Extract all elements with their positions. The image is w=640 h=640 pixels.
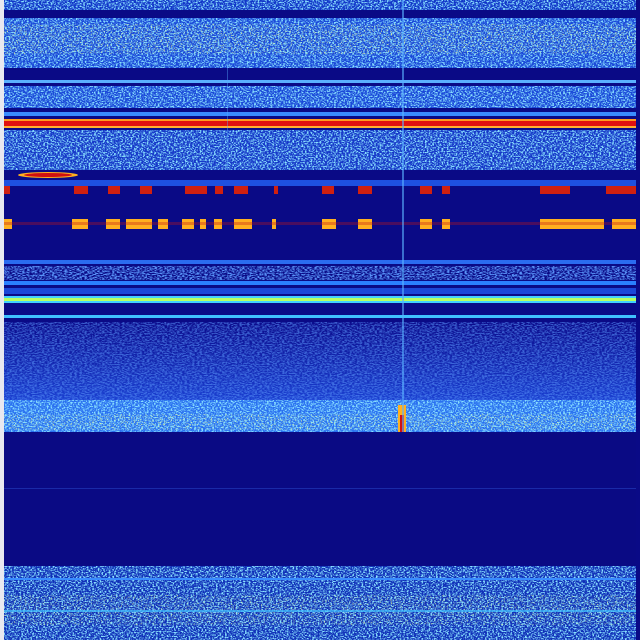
line <box>4 578 636 580</box>
left-edge <box>0 0 4 640</box>
burst <box>74 186 88 194</box>
line <box>4 315 636 318</box>
burst <box>606 186 636 194</box>
noise <box>4 130 636 170</box>
burst <box>322 219 336 229</box>
bursts <box>4 219 636 229</box>
noise <box>4 0 636 10</box>
burst <box>214 219 222 229</box>
burst <box>612 219 636 229</box>
burst <box>442 186 450 194</box>
burst <box>140 186 152 194</box>
line <box>4 260 636 264</box>
line <box>4 119 636 121</box>
noise <box>4 322 636 400</box>
burst <box>200 219 206 229</box>
burst <box>322 186 334 194</box>
burst <box>158 219 168 229</box>
burst <box>274 186 278 194</box>
noise <box>4 24 636 54</box>
noise <box>4 414 636 430</box>
burst <box>185 186 207 194</box>
noise <box>4 86 636 108</box>
line <box>4 126 636 128</box>
blob <box>24 173 72 177</box>
line <box>4 112 636 116</box>
line <box>4 222 636 225</box>
line <box>4 288 636 294</box>
burst <box>215 186 223 194</box>
burst <box>4 186 10 194</box>
line <box>4 180 636 186</box>
burst <box>442 219 450 229</box>
bursts <box>4 186 636 194</box>
line <box>4 610 636 612</box>
line <box>4 80 636 83</box>
line <box>4 281 636 285</box>
burst <box>234 186 248 194</box>
burst <box>540 219 604 229</box>
burst <box>72 219 88 229</box>
noise <box>4 266 636 280</box>
line <box>4 121 636 126</box>
line <box>4 301 636 303</box>
vertical-line <box>402 0 404 432</box>
band <box>4 432 636 566</box>
burst <box>182 219 194 229</box>
burst <box>358 186 372 194</box>
burst <box>126 219 152 229</box>
burst <box>4 219 12 229</box>
burst <box>420 186 432 194</box>
burst <box>106 219 120 229</box>
line <box>4 296 636 298</box>
burst <box>108 186 120 194</box>
burst <box>272 219 276 229</box>
burst <box>540 186 570 194</box>
line <box>4 488 636 489</box>
vertical-line <box>227 20 228 170</box>
burst <box>234 219 252 229</box>
burst <box>420 219 432 229</box>
line <box>4 298 636 301</box>
burst <box>358 219 372 229</box>
